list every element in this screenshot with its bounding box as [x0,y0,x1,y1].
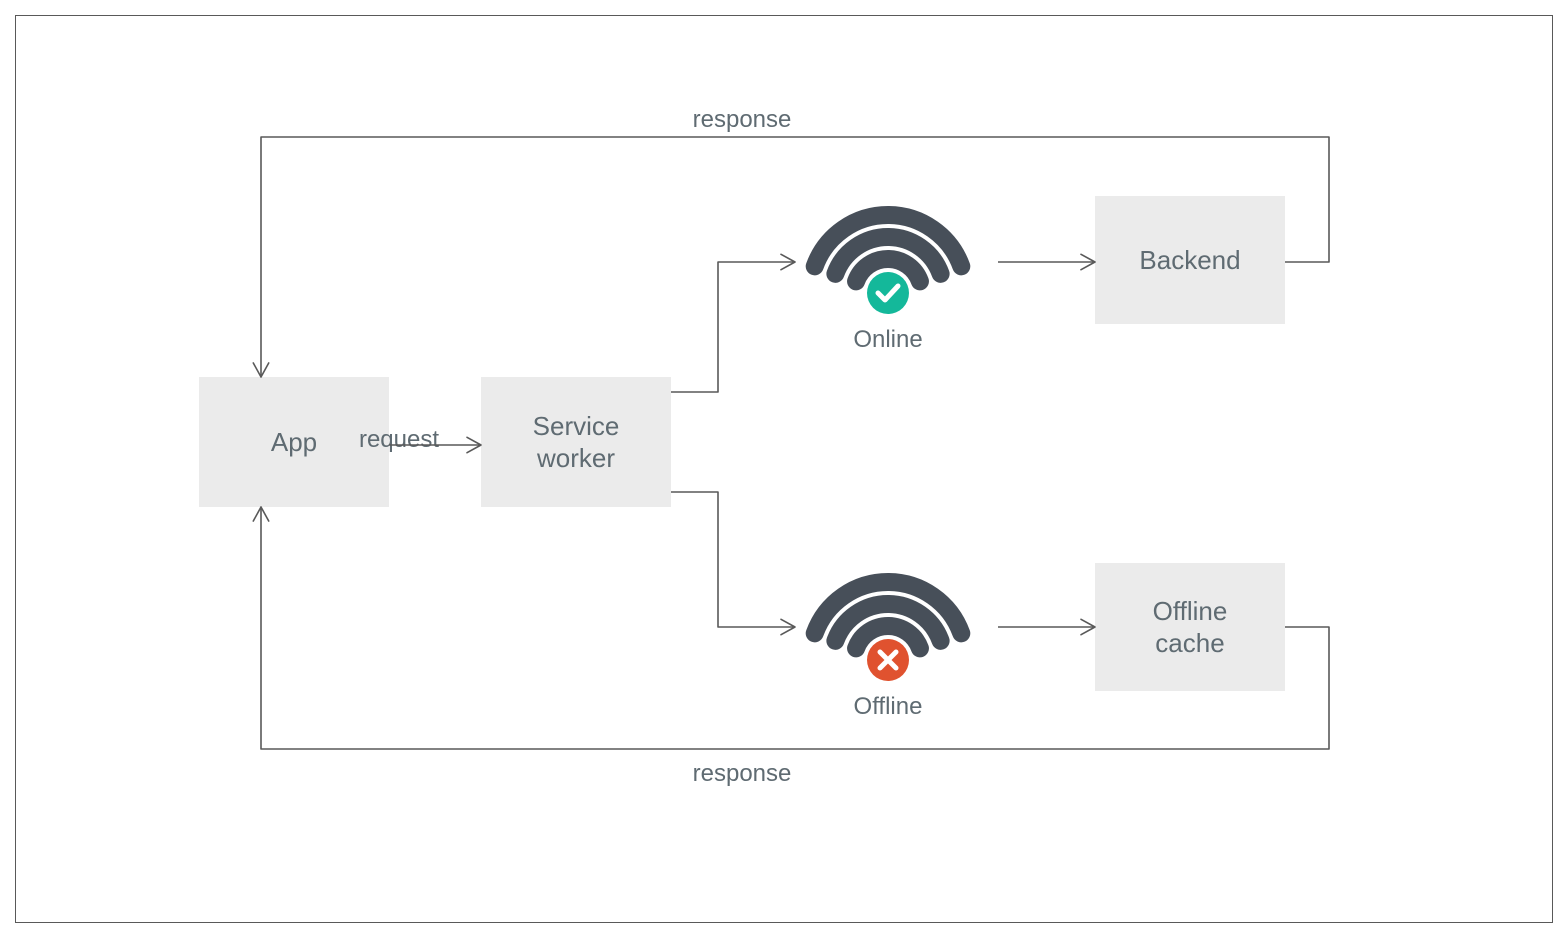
wifi-online-caption: Online [788,326,988,354]
node-offline-cache-label: Offlinecache [1153,595,1228,660]
edge-label-response-bot: response [693,760,792,788]
edge-label-response-top: response [693,106,792,134]
node-service-worker: Serviceworker [481,377,671,507]
node-backend: Backend [1095,196,1285,324]
wifi-online-icon [788,175,988,315]
wifi-offline-icon [788,542,988,682]
edge-label-request: request [359,426,439,454]
wifi-offline-caption: Offline [788,693,988,721]
wifi-online: Online [788,175,988,354]
node-service-worker-label: Serviceworker [533,410,620,475]
node-app-label: App [271,426,317,459]
node-backend-label: Backend [1139,244,1240,277]
node-offline-cache: Offlinecache [1095,563,1285,691]
wifi-offline: Offline [788,542,988,721]
